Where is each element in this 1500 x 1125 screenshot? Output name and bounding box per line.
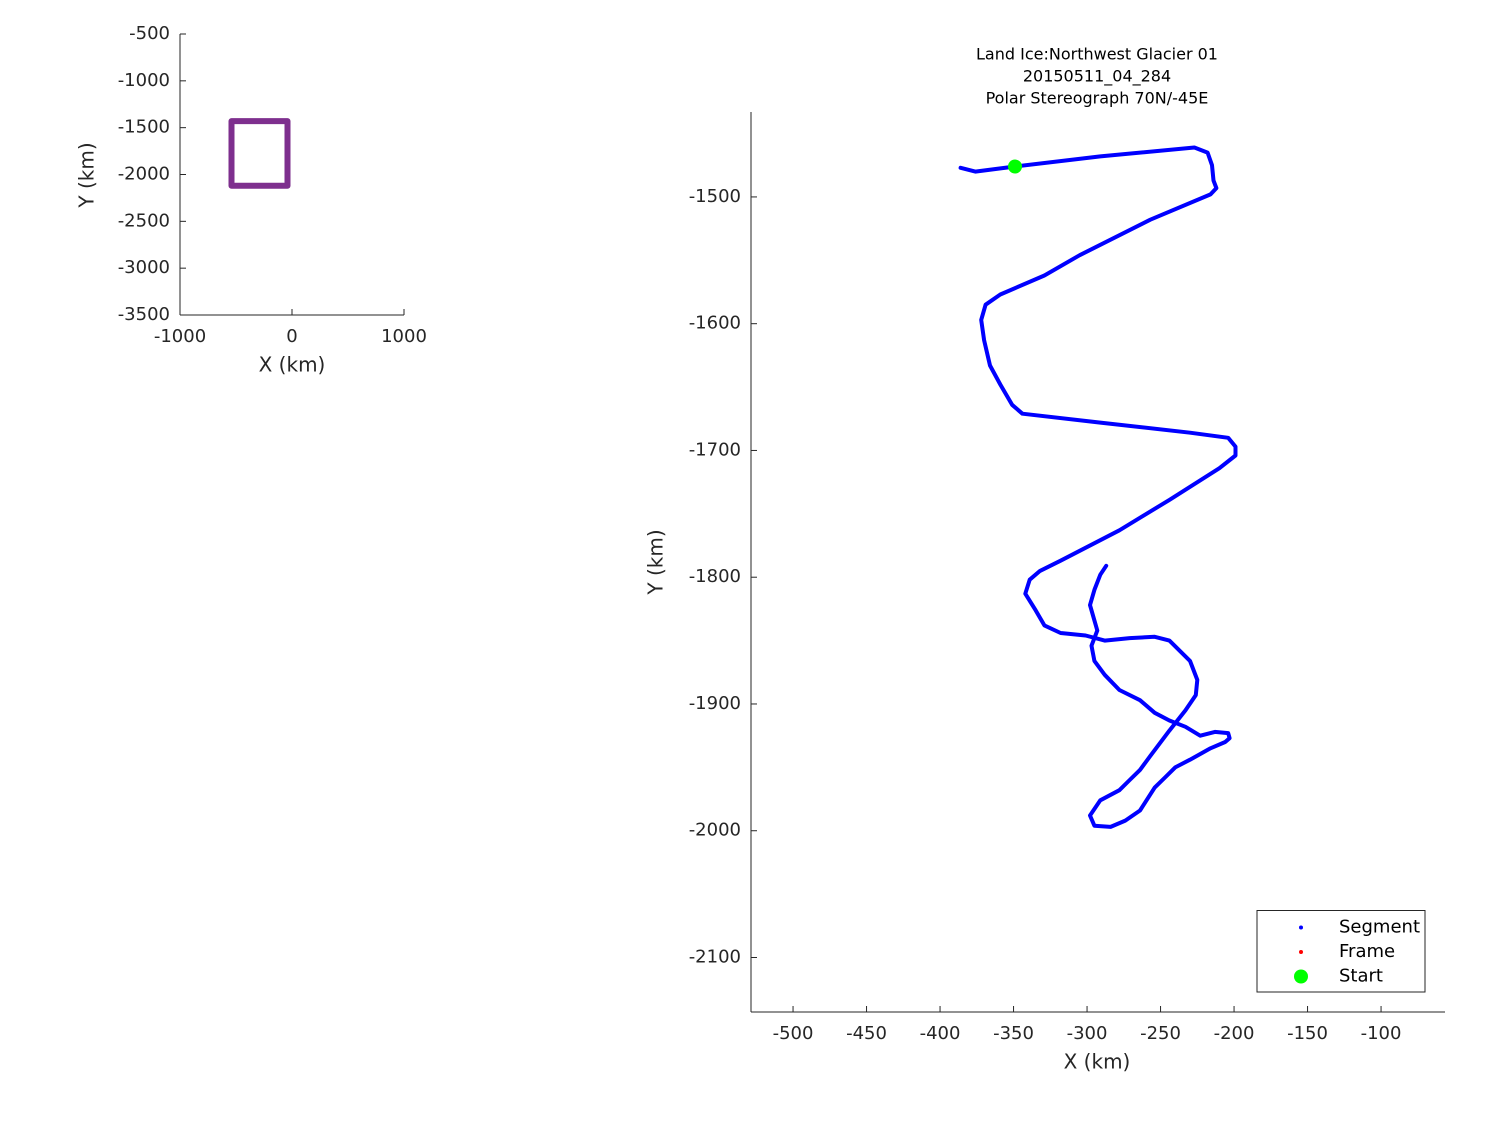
y-tick-label: -1600 [689, 313, 741, 334]
x-tick-label: -100 [1361, 1023, 1402, 1044]
track-line [958, 145, 1238, 829]
y-tick-label: -1800 [689, 566, 741, 587]
y-tick-label: -500 [129, 23, 170, 44]
x-tick-label: -300 [1067, 1023, 1108, 1044]
overview-axes: X (km) Y (km) -1000 0 1000 -3500 -3000 -2500 -… [75, 23, 427, 377]
x-tick-label: 1000 [381, 326, 427, 347]
y-tick-label: -3000 [118, 257, 170, 278]
y-tick-label: -1000 [118, 70, 170, 91]
y-axis-label: Y (km) [644, 529, 668, 595]
x-tick-label: -350 [993, 1023, 1034, 1044]
legend-label: Frame [1339, 941, 1395, 962]
legend-marker [1294, 969, 1308, 984]
x-tick-label: -1000 [154, 326, 206, 347]
y-tick-label: -2000 [689, 820, 741, 841]
legend-label: Start [1339, 966, 1383, 987]
x-tick-label: -400 [920, 1023, 961, 1044]
x-axis-label: X (km) [259, 353, 326, 377]
legend-box [1256, 910, 1426, 993]
y-tick-label: -1900 [689, 693, 741, 714]
x-tick-label: -200 [1214, 1023, 1255, 1044]
legend: Segment Frame Start [1256, 910, 1426, 993]
main-axes: Land Ice:Northwest Glacier 01 20150511_0… [644, 45, 1445, 1074]
y-tick-label: -1500 [118, 117, 170, 138]
x-axis-label: X (km) [1064, 1050, 1131, 1074]
y-tick-label: -2500 [118, 210, 170, 231]
chart-title: Land Ice:Northwest Glacier 01 [976, 45, 1218, 64]
y-tick-label: -2100 [689, 946, 741, 967]
y-axis-label: Y (km) [75, 142, 99, 208]
y-tick-label: -3500 [118, 304, 170, 325]
track-line [228, 118, 291, 189]
x-tick-label: -250 [1140, 1023, 1181, 1044]
x-tick-label: -150 [1287, 1023, 1328, 1044]
x-tick-label: -450 [846, 1023, 887, 1044]
chart-subtitle: Polar Stereograph 70N/-45E [986, 89, 1209, 108]
legend-marker [1299, 950, 1303, 954]
chart-subtitle: 20150511_04_284 [1023, 67, 1171, 87]
legend-marker [1299, 925, 1303, 930]
y-tick-label: -2000 [118, 164, 170, 185]
x-tick-label: -500 [773, 1023, 814, 1044]
legend-label: Segment [1339, 917, 1420, 938]
y-tick-label: -1500 [689, 186, 741, 207]
start-marker [1008, 159, 1023, 174]
x-tick-label: 0 [286, 326, 297, 347]
y-tick-label: -1700 [689, 439, 741, 460]
